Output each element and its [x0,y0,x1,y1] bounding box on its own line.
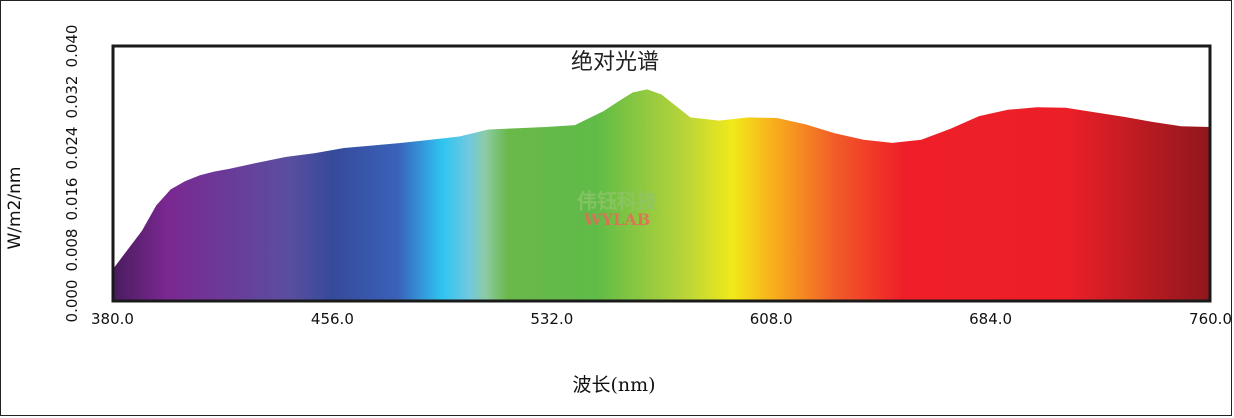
x-tick-label: 456.0 [311,310,354,328]
y-tick-label: 0.024 [63,127,81,170]
chart-title: 绝对光谱 [571,50,659,75]
y-tick-label: 0.008 [63,229,81,272]
x-tick-label: 532.0 [530,310,573,328]
y-tick-label: 0.000 [63,280,81,323]
y-axis-label: W/m2/nm [5,167,25,250]
x-tick-label: 608.0 [750,310,793,328]
y-tick-label: 0.032 [63,76,81,119]
y-axis-ticks: 0.000 0.008 0.016 0.024 0.032 0.040 [63,25,81,323]
x-tick-label: 380.0 [91,310,134,328]
plot-border [111,44,1212,303]
y-tick-label: 0.016 [63,178,81,221]
x-axis-ticks: 380.0 456.0 532.0 608.0 684.0 760.0 [91,310,1232,328]
y-tick-label: 0.040 [63,25,81,68]
x-tick-label: 760.0 [1189,310,1232,328]
watermark-en: WYLAB [583,210,651,229]
spectrum-area [113,89,1210,302]
x-axis-label: 波长(nm) [572,374,655,396]
x-tick-label: 684.0 [969,310,1012,328]
watermark-cn: 伟钰科技 [577,189,658,213]
